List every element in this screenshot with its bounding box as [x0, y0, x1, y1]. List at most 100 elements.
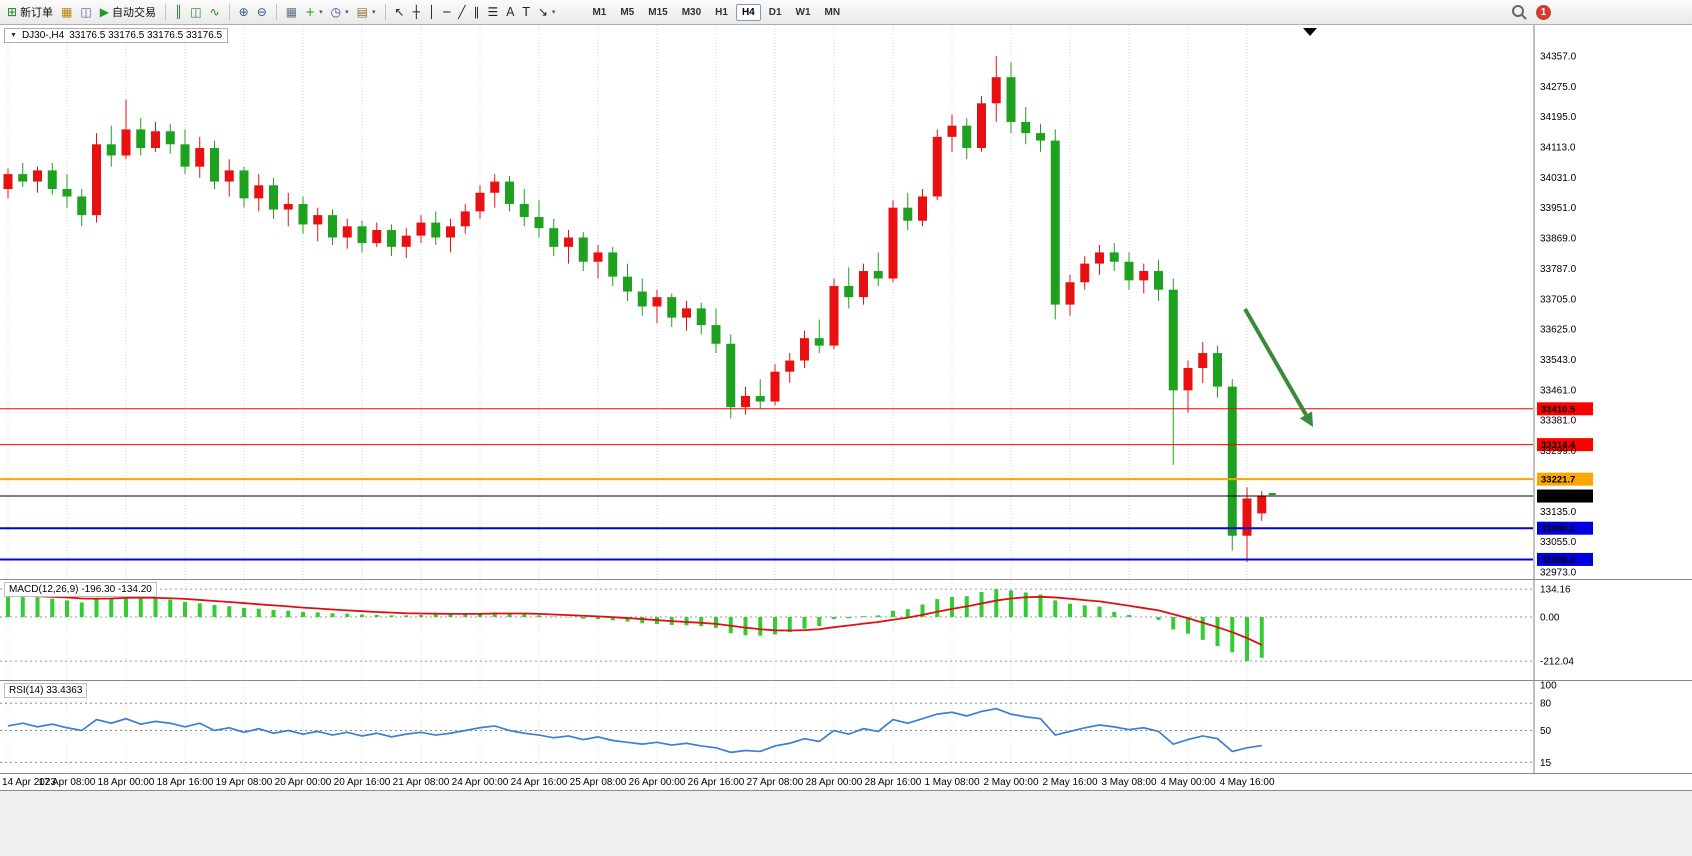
candle-body — [1021, 121, 1031, 134]
new-chart-button[interactable]: ▦ — [57, 4, 76, 20]
collapse-caret-icon[interactable]: ▼ — [10, 32, 17, 39]
indicators-button[interactable]: + ▾ — [301, 4, 327, 20]
templates-icon: ▤ — [356, 5, 369, 19]
zoom-out-button[interactable]: ⊖ — [253, 4, 271, 20]
macd-canvas[interactable]: 134.16 0.00 -212.04 — [0, 580, 1692, 680]
timeframe-button-m1[interactable]: M1 — [592, 6, 607, 18]
bar-chart-type-button[interactable]: ║ — [171, 4, 186, 20]
vertical-line-tool-button[interactable]: │ — [424, 4, 439, 20]
candle-body — [1095, 252, 1104, 264]
rsi-axis-label: 80 — [1540, 699, 1552, 710]
timeframe-button-h4[interactable]: H4 — [735, 3, 761, 21]
new-order-button-label: 新订单 — [20, 7, 54, 19]
candle-body — [800, 338, 809, 361]
line-chart-type-button[interactable]: ∿ — [206, 4, 224, 20]
candle-body — [460, 211, 470, 227]
resistance-line-1-badge — [1537, 402, 1593, 416]
toolbar-separator — [275, 4, 277, 20]
candle-body — [210, 148, 219, 182]
dropdown-caret-icon[interactable]: ▾ — [372, 9, 376, 16]
templates-button[interactable]: ▤ ▾ — [353, 4, 380, 20]
rsi-line — [7, 707, 1262, 754]
price-chart-canvas[interactable]: 33410.5 33314.4 33221.7 33176.5 33090.2 33006… — [0, 25, 1692, 579]
zoom-in-button[interactable]: ⊕ — [235, 4, 253, 20]
candle-body — [1198, 353, 1208, 368]
time-axis-label: 25 Apr 08:00 — [569, 777, 627, 788]
indicators-icon: + — [305, 5, 316, 19]
dropdown-caret-icon[interactable]: ▾ — [345, 9, 349, 16]
price-axis-label: 34195.0 — [1540, 112, 1577, 123]
timeframe-button-d1[interactable]: D1 — [768, 6, 782, 18]
candle-body — [977, 103, 986, 149]
rsi-canvas[interactable]: 100 80 50 15 — [0, 681, 1692, 773]
annotation-arrow[interactable] — [1243, 308, 1308, 416]
profiles-icon: ◫ — [80, 5, 92, 19]
candle-body — [195, 148, 205, 167]
dropdown-caret-icon[interactable]: ▾ — [551, 9, 556, 16]
macd-axis-label: -212.04 — [1540, 657, 1574, 668]
new-order-button[interactable]: ⊞ 新订单 — [3, 2, 57, 22]
tile-windows-button[interactable]: ▦ — [282, 4, 301, 20]
candle-body — [1006, 77, 1016, 122]
price-axis-label: 33299.0 — [1540, 446, 1577, 457]
crosshair-tool-button[interactable]: ┼ — [409, 4, 424, 20]
time-axis-label: 1 May 08:00 — [924, 777, 980, 788]
timeframe-button-w1[interactable]: W1 — [795, 6, 811, 18]
profiles-button[interactable]: ◫ — [76, 4, 95, 20]
candle-body — [549, 228, 559, 247]
candle-body — [741, 395, 750, 408]
candle-body — [785, 360, 795, 372]
search-button[interactable] — [1512, 4, 1524, 22]
candle-body — [578, 237, 588, 262]
candle-body — [593, 252, 603, 262]
bar-chart-type-icon: ║ — [174, 5, 183, 19]
candle-body — [106, 144, 116, 156]
channel-tool-button[interactable]: ∥ — [470, 4, 484, 20]
periods-button[interactable]: ◷ ▾ — [327, 4, 353, 20]
notification-badge[interactable]: 1 — [1536, 5, 1551, 20]
new-chart-icon: ▦ — [61, 5, 73, 19]
cursor-tool-icon: ↖ — [394, 5, 405, 19]
arrows-tool-button[interactable]: ↘ ▾ — [534, 4, 560, 20]
rsi-axis-label: 15 — [1540, 758, 1552, 769]
zoom-out-icon: ⊖ — [256, 5, 267, 19]
candle-body — [92, 144, 101, 216]
cursor-tool-button[interactable]: ↖ — [391, 4, 409, 20]
time-axis-label: 28 Apr 00:00 — [805, 777, 863, 788]
time-axis-label: 27 Apr 08:00 — [746, 777, 804, 788]
horizontal-line-tool-button[interactable]: ─ — [439, 4, 454, 20]
time-axis-label: 20 Apr 16:00 — [333, 777, 391, 788]
candle-body — [534, 216, 544, 229]
chart-symbol-period: DJ30-,H4 — [21, 30, 65, 41]
price-axis-label: 34113.0 — [1540, 142, 1576, 153]
candle-body — [1242, 498, 1252, 536]
price-axis-label: 33135.0 — [1540, 507, 1577, 518]
time-axis[interactable]: 14 Apr 2023 17 Apr 08:00 18 Apr 00:00 18 Ap… — [0, 773, 1692, 791]
text-tool-button[interactable]: A — [502, 4, 518, 20]
timeframe-button-mn[interactable]: MN — [824, 6, 841, 18]
candle-body — [932, 136, 942, 197]
chart-shift-marker[interactable] — [1303, 28, 1317, 36]
candle-body — [1213, 353, 1222, 387]
price-axis-label: 33055.0 — [1540, 537, 1577, 548]
price-axis-label: 33951.0 — [1540, 203, 1577, 214]
candle-body — [888, 207, 898, 279]
candle-body — [505, 181, 514, 204]
label-tool-button[interactable]: T — [519, 4, 534, 20]
candlestick-type-button[interactable]: ◫ — [186, 4, 205, 20]
timeframe-button-m5[interactable]: M5 — [620, 6, 635, 18]
timeframe-button-m30[interactable]: M30 — [681, 6, 702, 18]
fibonacci-tool-button[interactable]: ☰ — [484, 4, 503, 20]
auto-trading-button[interactable]: ▶ 自动交易 — [96, 2, 160, 22]
trendline-tool-icon: ╱ — [458, 5, 466, 19]
candle-body — [387, 230, 396, 247]
timeframe-button-h1[interactable]: H1 — [715, 6, 728, 18]
trendline-tool-button[interactable]: ╱ — [454, 4, 469, 20]
candle-body — [239, 170, 249, 199]
candle-body — [313, 215, 323, 225]
time-axis-label: 19 Apr 08:00 — [215, 777, 273, 788]
arrows-tool-icon: ↘ — [537, 5, 548, 19]
candle-body — [401, 235, 411, 247]
dropdown-caret-icon[interactable]: ▾ — [319, 9, 323, 16]
timeframe-button-m15[interactable]: M15 — [648, 6, 668, 18]
